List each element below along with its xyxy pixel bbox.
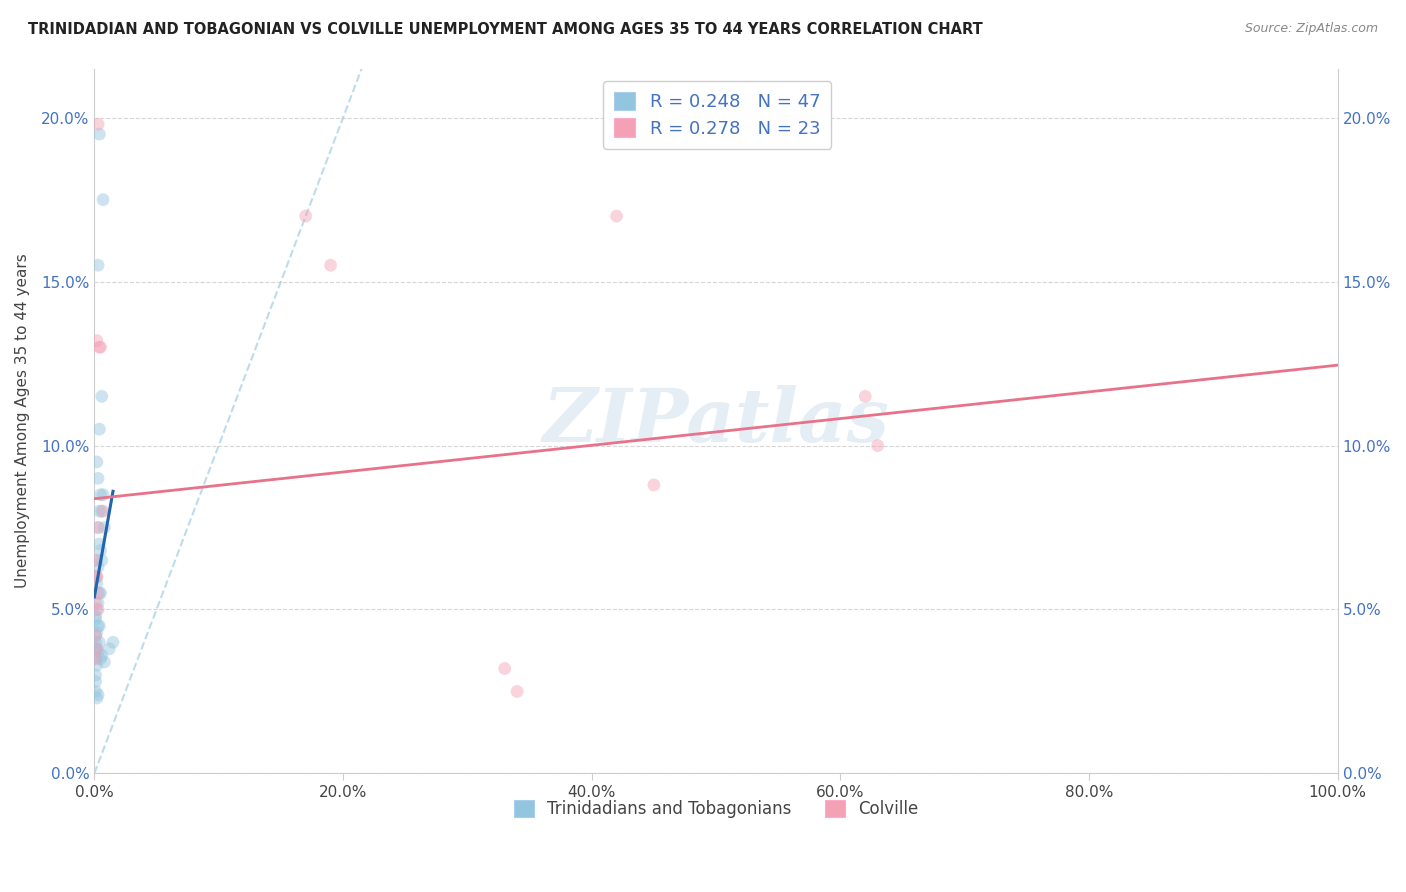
Point (86, 658, 108, 673)
Point (89, 422, 111, 436)
Point (87, 117, 110, 131)
Point (87, 688, 110, 702)
Point (606, 209, 628, 223)
Point (84, 684, 107, 698)
Point (853, 389, 876, 403)
Point (87, 645, 110, 659)
Y-axis label: Unemployment Among Ages 35 to 44 years: Unemployment Among Ages 35 to 44 years (15, 253, 30, 589)
Point (89, 504, 111, 518)
Point (86, 602, 108, 616)
Point (84, 651, 107, 665)
Point (91, 488, 114, 502)
Point (86, 625, 108, 640)
Point (84, 612, 107, 626)
Point (90, 340, 112, 354)
Point (866, 439, 889, 453)
Point (90, 648, 112, 663)
Point (87, 520, 110, 534)
Point (86, 570, 108, 584)
Point (494, 661, 516, 675)
Point (87, 596, 110, 610)
Point (319, 258, 342, 272)
Point (86, 641, 108, 656)
Point (84, 553, 107, 567)
Point (87, 560, 110, 574)
Point (89, 127, 111, 141)
Text: TRINIDADIAN AND TOBAGONIAN VS COLVILLE UNEMPLOYMENT AMONG AGES 35 TO 44 YEARS CO: TRINIDADIAN AND TOBAGONIAN VS COLVILLE U… (28, 22, 983, 37)
Point (84, 635, 107, 649)
Point (643, 478, 665, 492)
Point (87, 619, 110, 633)
Point (89, 340, 111, 354)
Point (84, 609, 107, 624)
Point (84, 570, 107, 584)
Point (86, 455, 108, 469)
Point (86, 570, 108, 584)
Text: ZIPatlas: ZIPatlas (543, 384, 890, 458)
Point (89, 586, 111, 600)
Point (87, 602, 110, 616)
Point (91, 193, 114, 207)
Point (84, 668, 107, 682)
Point (84, 641, 107, 656)
Legend: Trinidadians and Tobagonians, Colville: Trinidadians and Tobagonians, Colville (508, 794, 925, 825)
Point (93, 520, 115, 534)
Point (89, 635, 111, 649)
Text: Source: ZipAtlas.com: Source: ZipAtlas.com (1244, 22, 1378, 36)
Point (90, 389, 112, 403)
Point (86, 576, 108, 591)
Point (98, 641, 121, 656)
Point (86, 691, 108, 706)
Point (90, 586, 112, 600)
Point (90, 504, 112, 518)
Point (84, 629, 107, 643)
Point (87, 258, 110, 272)
Point (89, 537, 111, 551)
Point (87, 520, 110, 534)
Point (87, 471, 110, 485)
Point (87, 586, 110, 600)
Point (86, 641, 108, 656)
Point (90, 488, 112, 502)
Point (84, 629, 107, 643)
Point (90, 553, 112, 567)
Point (101, 635, 124, 649)
Point (86, 553, 108, 567)
Point (86, 334, 108, 348)
Point (294, 209, 316, 223)
Point (90, 651, 112, 665)
Point (506, 684, 529, 698)
Point (90, 543, 112, 558)
Point (84, 651, 107, 665)
Point (84, 596, 107, 610)
Point (89, 619, 111, 633)
Point (93, 655, 115, 669)
Point (91, 504, 114, 518)
Point (84, 674, 107, 689)
